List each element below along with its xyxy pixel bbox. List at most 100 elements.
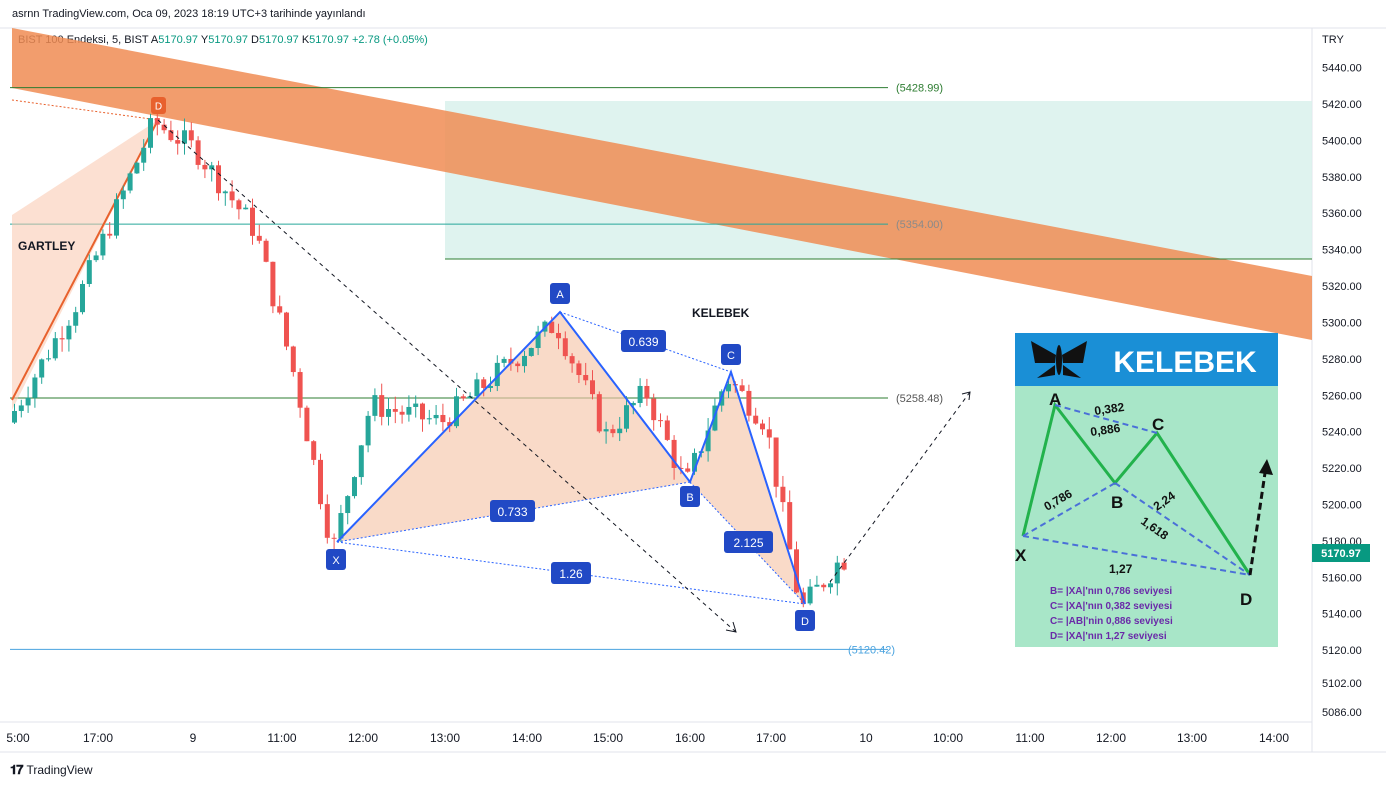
candle-body — [202, 164, 208, 170]
candle-body — [284, 312, 289, 347]
inset-note-1: B= |XA|'nın 0,786 seviyesi — [1050, 586, 1172, 597]
ratio-xb-text: 0.733 — [497, 505, 527, 519]
descending-channel[interactable] — [12, 28, 1312, 340]
gartley-dotted — [11, 99, 159, 121]
candle-body — [175, 140, 181, 144]
candle-body — [114, 199, 119, 236]
candle-body — [637, 385, 643, 403]
point-a[interactable]: A — [550, 283, 570, 304]
x-tick-label: 9 — [190, 731, 197, 745]
candle-body — [93, 255, 99, 261]
y-tick-label: 5120.00 — [1322, 645, 1362, 657]
inset-point-b: B — [1111, 493, 1123, 512]
candle-body — [352, 477, 357, 497]
candle-body — [209, 165, 215, 170]
footer-brand-text: TradingView — [26, 763, 93, 777]
ohlc-low: 5170.97 — [259, 34, 299, 46]
gartley-d-text: D — [155, 102, 162, 113]
forecast-down-arrow — [157, 119, 737, 633]
candle-body — [685, 468, 691, 472]
candle-body — [828, 583, 833, 588]
candle-body — [481, 379, 487, 388]
candle-body — [814, 584, 820, 587]
kelebek-label: KELEBEK — [692, 306, 750, 320]
y-tick-label: 5220.00 — [1322, 463, 1362, 475]
candle-body — [766, 429, 772, 438]
kelebek-infographic: KELEBEK A B C X D 0,382 0,886 0,786 2,24… — [1015, 333, 1278, 647]
forecast-up-head — [961, 391, 971, 401]
y-tick-label: 5360.00 — [1322, 208, 1362, 220]
gartley-d-tag — [151, 97, 166, 114]
candle-body — [692, 452, 697, 472]
point-x[interactable]: X — [326, 549, 346, 570]
candle-body — [392, 409, 398, 412]
inset-note-2: C= |XA|'nın 0,382 seviyesi — [1050, 601, 1172, 612]
candle-body — [494, 362, 500, 387]
ratio-ac: 0.639 — [621, 330, 666, 352]
candle-body — [590, 380, 595, 395]
gartley-leg — [11, 119, 159, 401]
inset-note-3: C= |AB|'nin 0,886 seviyesi — [1050, 616, 1173, 627]
candle-body — [726, 384, 731, 392]
ohlc-high-label: Y — [200, 34, 209, 46]
candle-body — [372, 395, 378, 416]
candle-body — [630, 402, 636, 406]
y-tick-label: 5340.00 — [1322, 245, 1362, 257]
ohlc-close: 5170.97 — [309, 34, 349, 46]
candle-body — [318, 459, 323, 505]
gartley-label: GARTLEY — [18, 239, 75, 253]
candle-body — [522, 355, 527, 367]
ratio-xb: 0.733 — [490, 500, 535, 522]
y-tick-label: 5380.00 — [1322, 172, 1362, 184]
candle-body — [433, 414, 439, 419]
y-tick-label: 5400.00 — [1322, 135, 1362, 147]
candle-body — [46, 358, 51, 360]
x-tick-label: 17:00 — [756, 731, 786, 745]
candle-body — [243, 207, 249, 210]
candle-body — [562, 338, 568, 357]
point-a-text: A — [556, 289, 564, 301]
candle-body — [120, 190, 126, 200]
x-tick-label: 5:00 — [6, 731, 30, 745]
x-tick-label: 15:00 — [593, 731, 623, 745]
candle-body — [250, 207, 255, 236]
point-b[interactable]: B — [680, 486, 700, 507]
x-tick-label: 14:00 — [1259, 731, 1289, 745]
inset-point-d: D — [1240, 590, 1252, 609]
inset-xb — [1022, 482, 1116, 537]
candle-body — [658, 420, 663, 422]
point-c[interactable]: C — [721, 344, 741, 365]
y-tick-label: 5300.00 — [1322, 317, 1362, 329]
ohlc-low-label: D — [251, 34, 259, 46]
point-d[interactable]: D — [795, 610, 815, 631]
candle-body — [610, 429, 616, 434]
candle-body — [624, 405, 629, 429]
candle-body — [127, 173, 133, 191]
candle-body — [460, 396, 466, 399]
ratio-bd: 2.125 — [724, 531, 773, 553]
y-tick-label: 5102.00 — [1322, 678, 1362, 690]
inset-xd — [1022, 535, 1251, 576]
candle-body — [188, 130, 194, 141]
candle-body — [651, 398, 657, 421]
candle-body — [12, 410, 17, 423]
inset-ratio-0382: 0,382 — [1093, 400, 1125, 418]
candle-body — [739, 385, 745, 391]
inset-point-a: A — [1049, 390, 1061, 409]
footer-brand[interactable]: 𝟏𝟕 TradingView — [10, 762, 93, 778]
candle-body — [52, 338, 58, 359]
candle-body — [195, 140, 201, 165]
candle-body — [345, 496, 351, 514]
candle-body — [134, 162, 140, 174]
x-tick-label: 13:00 — [1177, 731, 1207, 745]
inset-ratio-127: 1,27 — [1109, 562, 1133, 576]
y-tick-label: 5260.00 — [1322, 390, 1362, 402]
x-tick-label: 10 — [859, 731, 873, 745]
candle-body — [297, 372, 303, 408]
candle-body — [406, 406, 412, 415]
x-tick-label: 14:00 — [512, 731, 542, 745]
ratio-ac-text: 0.639 — [628, 335, 658, 349]
last-price-text: 5170.97 — [1321, 548, 1361, 560]
candle-body — [535, 331, 541, 349]
